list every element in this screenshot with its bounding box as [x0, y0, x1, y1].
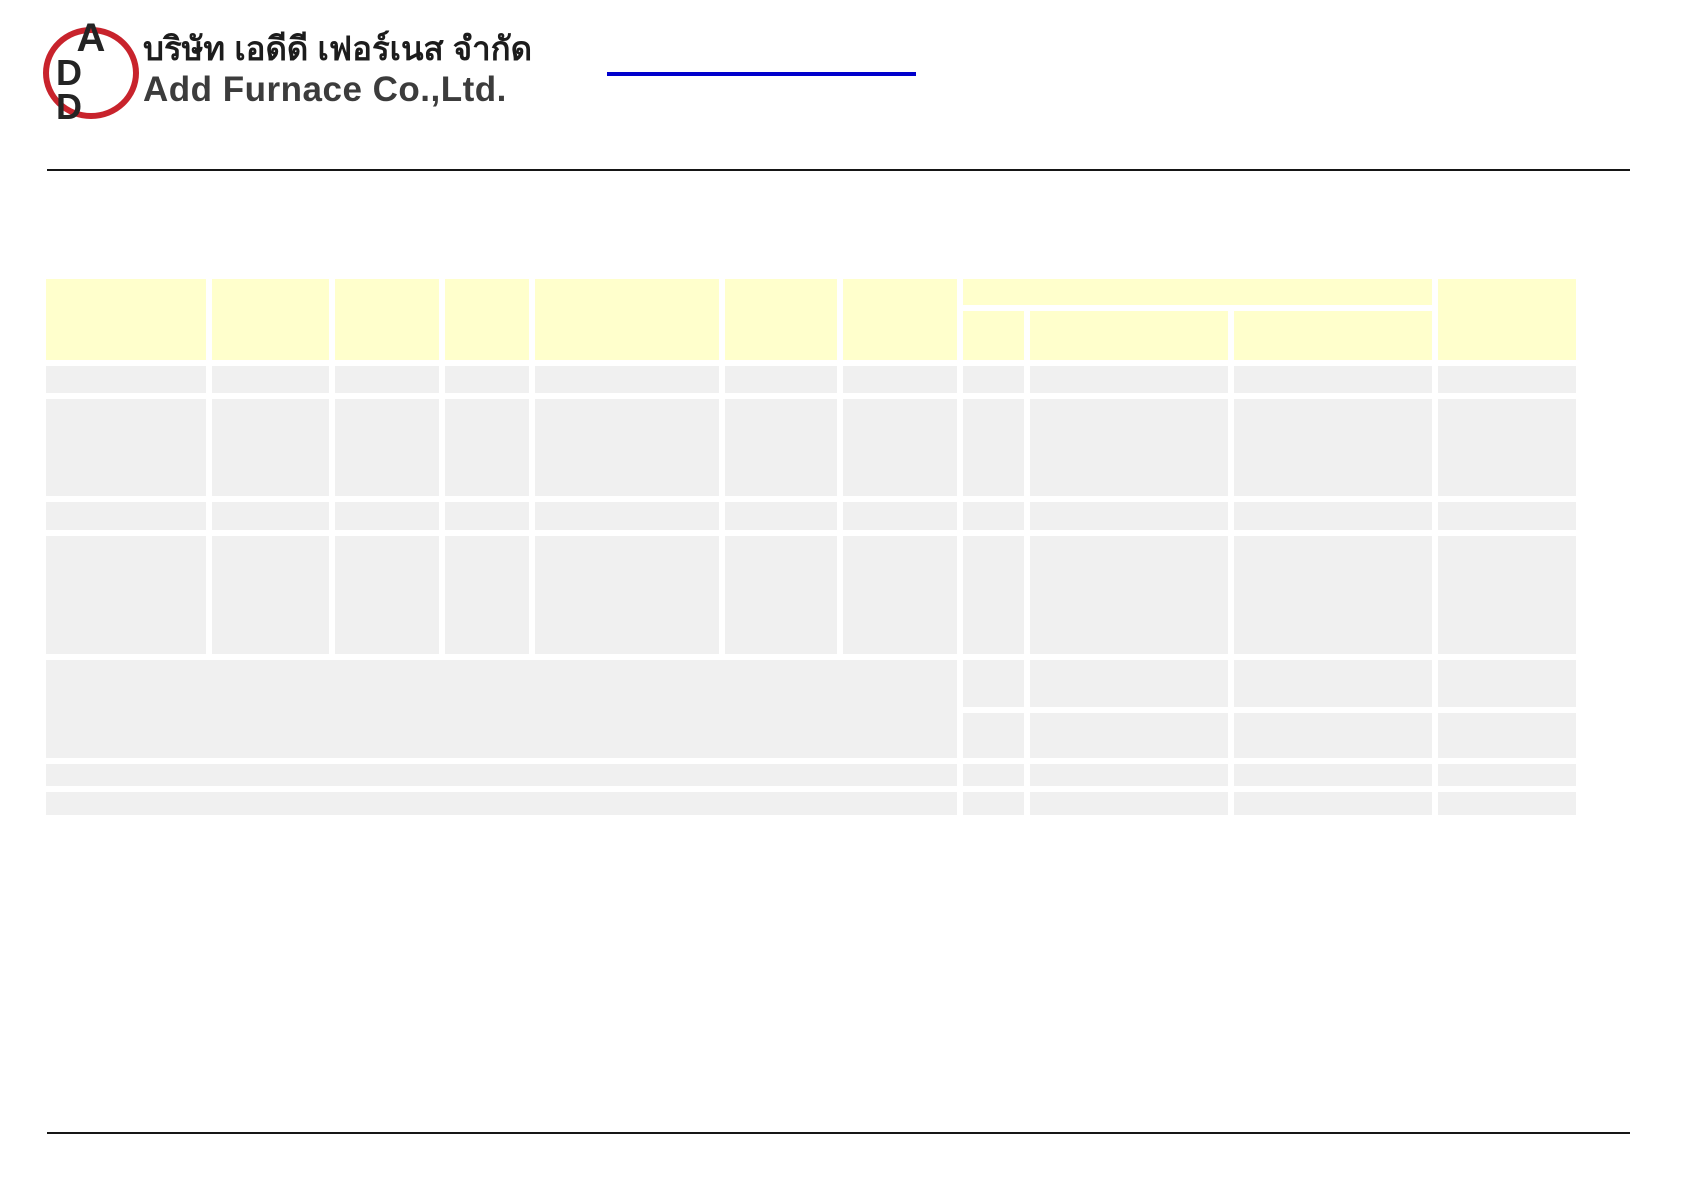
- logo-monogram-top: A: [76, 15, 106, 60]
- add-logo-icon: A D D: [43, 18, 139, 125]
- table-cell: [212, 366, 329, 393]
- table-header-row-group: [46, 279, 1576, 360]
- table-cell: [1438, 399, 1576, 496]
- header-cell: [535, 279, 719, 360]
- header-subcell: [1030, 311, 1228, 360]
- table-cell: [1234, 713, 1432, 758]
- table-cell: [46, 536, 206, 654]
- table-cell: [1438, 536, 1576, 654]
- table-row: [46, 660, 1576, 758]
- table-cell: [963, 764, 1024, 786]
- table-cell: [535, 366, 719, 393]
- table-cell: [963, 792, 1024, 815]
- top-divider: [47, 169, 1630, 171]
- table-row: [46, 792, 1576, 815]
- table-cell: [843, 366, 957, 393]
- table-cell: [1438, 764, 1576, 786]
- table-cell: [1030, 366, 1228, 393]
- table-row: [46, 713, 1576, 758]
- header-subcell: [963, 311, 1024, 360]
- table-cell: [46, 366, 206, 393]
- table-cell: [1438, 366, 1576, 393]
- data-table-container: [40, 273, 1582, 821]
- company-logo: A D D บริษัท เอดีดี เฟอร์เนส จำกัด Add F…: [43, 14, 532, 125]
- table-cell: [1234, 536, 1432, 654]
- table-cell: [335, 399, 439, 496]
- table-cell: [46, 399, 206, 496]
- header-cell: [445, 279, 529, 360]
- table-merged-cell: [46, 660, 957, 758]
- header-cell: [335, 279, 439, 360]
- company-name-thai: บริษัท เอดีดี เฟอร์เนส จำกัด: [143, 30, 533, 67]
- header-subcell: [1234, 311, 1432, 360]
- table-cell: [963, 660, 1024, 707]
- table-cell: [1030, 792, 1228, 815]
- table-cell: [963, 366, 1024, 393]
- table-cell: [1030, 660, 1228, 707]
- table-cell: [1438, 792, 1576, 815]
- header-cell: [212, 279, 329, 360]
- table-cell: [1234, 502, 1432, 530]
- table-header-row-sub: [46, 311, 1576, 360]
- table-cell: [445, 536, 529, 654]
- table-cell: [445, 502, 529, 530]
- table-cell: [1030, 502, 1228, 530]
- header-cell: [725, 279, 837, 360]
- table-cell: [535, 399, 719, 496]
- table-cell: [1438, 660, 1576, 707]
- table-cell: [725, 502, 837, 530]
- table-cell: [46, 502, 206, 530]
- table-cell: [843, 399, 957, 496]
- table-cell: [963, 502, 1024, 530]
- table-cell: [335, 536, 439, 654]
- table-cell: [963, 713, 1024, 758]
- data-table: [40, 273, 1582, 821]
- table-cell: [335, 502, 439, 530]
- header-cell: [1438, 279, 1576, 360]
- table-cell: [212, 536, 329, 654]
- header-group-cell: [963, 279, 1432, 305]
- table-cell: [212, 399, 329, 496]
- table-cell: [212, 502, 329, 530]
- table-cell: [1030, 399, 1228, 496]
- table-cell: [725, 366, 837, 393]
- table-cell: [445, 399, 529, 496]
- table-cell: [725, 536, 837, 654]
- table-cell: [1030, 713, 1228, 758]
- table-cell: [1438, 713, 1576, 758]
- table-cell: [1030, 536, 1228, 654]
- table-cell: [963, 536, 1024, 654]
- table-row: [46, 536, 1576, 654]
- table-cell: [1234, 660, 1432, 707]
- table-cell: [1030, 764, 1228, 786]
- table-merged-cell: [46, 764, 957, 786]
- bottom-divider: [47, 1132, 1630, 1134]
- table-cell: [445, 366, 529, 393]
- table-cell: [1438, 502, 1576, 530]
- table-cell: [1234, 764, 1432, 786]
- table-cell: [843, 536, 957, 654]
- table-cell: [1234, 399, 1432, 496]
- logo-monogram-bottom: D D: [56, 51, 89, 127]
- header-cell: [46, 279, 206, 360]
- table-cell: [1234, 792, 1432, 815]
- header-link-underline[interactable]: [607, 72, 916, 76]
- table-cell: [1234, 366, 1432, 393]
- table-merged-cell: [46, 792, 957, 815]
- table-row: [46, 366, 1576, 393]
- company-name-english: Add Furnace Co.,Ltd.: [143, 70, 507, 109]
- table-row: [46, 502, 1576, 530]
- table-cell: [963, 399, 1024, 496]
- header-cell: [843, 279, 957, 360]
- table-cell: [335, 366, 439, 393]
- table-cell: [843, 502, 957, 530]
- table-cell: [535, 502, 719, 530]
- table-cell: [725, 399, 837, 496]
- table-row: [46, 764, 1576, 786]
- table-row: [46, 399, 1576, 496]
- table-cell: [535, 536, 719, 654]
